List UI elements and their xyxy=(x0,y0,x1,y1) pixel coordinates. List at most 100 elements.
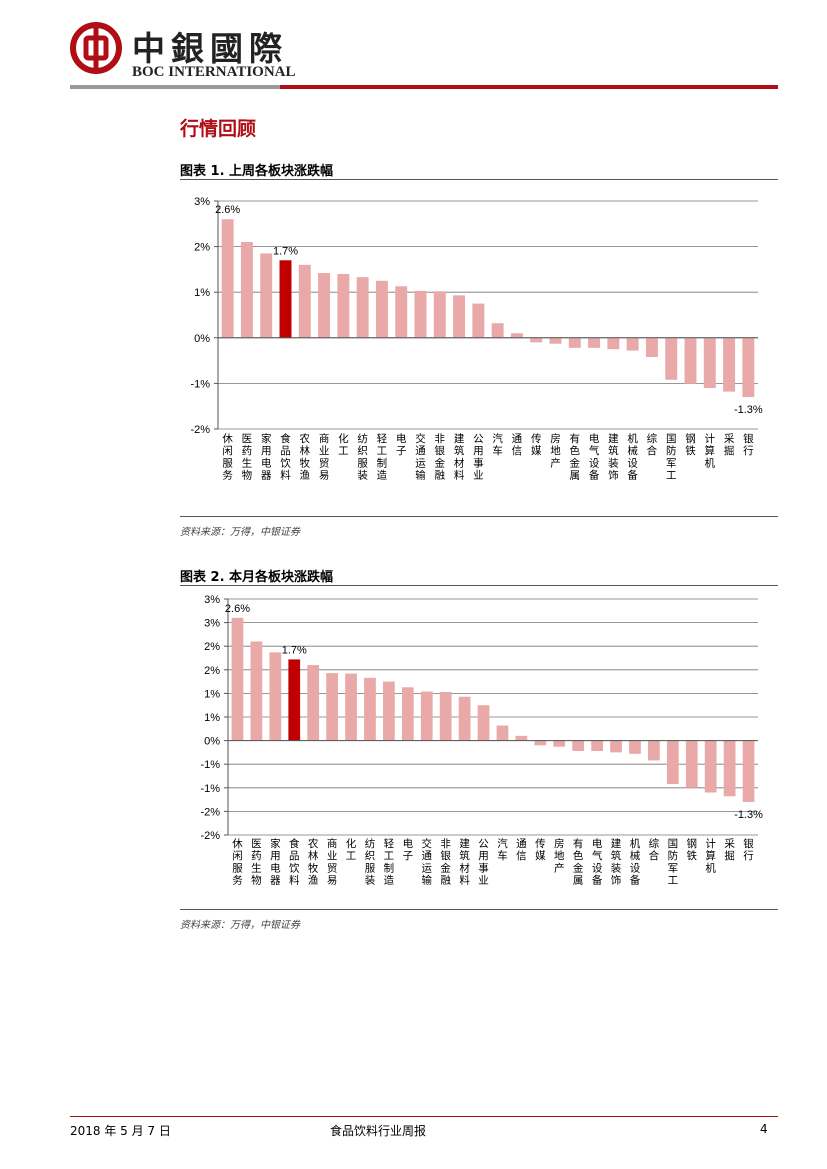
bar-10 xyxy=(420,691,433,741)
bar-10 xyxy=(414,290,427,338)
bar-0 xyxy=(221,219,234,338)
y-tick-label: 1% xyxy=(204,688,220,700)
section-title: 行情回顾 xyxy=(180,118,257,140)
bar-19 xyxy=(591,740,603,751)
y-tick-label: 2% xyxy=(194,242,210,254)
x-tick-label: 通信 xyxy=(512,433,523,457)
x-tick-label: 家用电器 xyxy=(270,837,281,887)
x-tick-label: 电气设备 xyxy=(592,837,603,887)
figure-1-title: 图表 1. 上周各板块涨跌幅 xyxy=(180,164,334,179)
bar-22 xyxy=(648,740,660,761)
bar-2 xyxy=(260,253,273,338)
figure-2-chart: 3% 3% 2% 2% 1% 1% 0% -1% -1% -2% -2% 休闲服务医药生物家用电器食品… xyxy=(200,594,763,887)
x-tick-label: 轻工制造 xyxy=(377,432,388,482)
x-tick-label: 电子 xyxy=(403,837,414,862)
figure-1-rule xyxy=(180,179,778,180)
x-tick-label: 轻工制造 xyxy=(384,837,395,887)
y-tick-label: -1% xyxy=(190,378,210,390)
x-tick-label: 采掘 xyxy=(724,838,735,862)
y-tick-label: 2% xyxy=(204,665,220,677)
bar-7 xyxy=(356,277,369,338)
x-tick-label: 国防军工 xyxy=(668,838,679,887)
logo-text-chinese: 中銀國際 xyxy=(132,29,288,68)
x-tick-label: 建筑装饰 xyxy=(608,432,619,482)
bar-15 xyxy=(510,333,523,338)
x-tick-label: 汽车 xyxy=(492,432,503,457)
footer-date: 2018 年 5 月 7 日 xyxy=(70,1124,171,1138)
bar-5 xyxy=(318,273,331,338)
bar-25 xyxy=(704,740,717,793)
x-tick-label: 商业贸易 xyxy=(327,837,338,887)
bar-3 xyxy=(288,659,301,741)
x-tick-label: 通信 xyxy=(516,838,527,862)
figure-2-bottom-rule xyxy=(180,909,778,910)
x-tick-label: 纺织服装 xyxy=(365,837,376,887)
x-tick-label: 综合 xyxy=(647,432,658,457)
y-tick-label: -2% xyxy=(200,806,220,818)
y-tick-label: -1% xyxy=(200,759,220,771)
bar-9 xyxy=(395,286,408,338)
bar-25 xyxy=(703,337,716,388)
x-tick-label: 农林牧渔 xyxy=(308,837,319,887)
bar-27 xyxy=(742,337,755,398)
bar-24 xyxy=(685,740,698,788)
bar-18 xyxy=(572,740,585,751)
x-tick-label: 建筑材料 xyxy=(454,432,465,482)
x-tick-label: 交通运输 xyxy=(415,432,426,482)
x-tick-label: 传媒 xyxy=(535,838,546,862)
x-tick-label: 房地产 xyxy=(550,432,561,469)
logo-text-english: BOC INTERNATIONAL xyxy=(132,64,296,80)
x-tick-label: 银行 xyxy=(743,837,754,862)
x-tick-label: 传媒 xyxy=(531,433,542,457)
x-tick-label: 休闲服务 xyxy=(232,838,243,887)
x-tick-label: 建筑装饰 xyxy=(611,837,622,887)
y-tick-label: -2% xyxy=(200,830,220,842)
data-label: -1.3% xyxy=(734,809,763,821)
bar-8 xyxy=(383,681,395,741)
data-label: -1.3% xyxy=(734,404,763,416)
x-tick-label: 综合 xyxy=(649,837,660,862)
x-tick-label: 农林牧渔 xyxy=(300,432,311,482)
bar-26 xyxy=(723,740,736,797)
figure-2-rule xyxy=(180,585,778,586)
x-tick-label: 国防军工 xyxy=(666,433,677,482)
figure-2-title: 图表 2. 本月各板块涨跌幅 xyxy=(180,570,334,585)
x-tick-label: 交通运输 xyxy=(422,837,433,887)
bar-13 xyxy=(472,303,485,338)
bar-19 xyxy=(588,337,601,348)
bar-14 xyxy=(496,725,509,741)
bar-1 xyxy=(240,242,253,338)
bar-22 xyxy=(645,337,658,357)
bar-15 xyxy=(515,735,528,741)
bar-9 xyxy=(401,687,414,741)
x-tick-label: 休闲服务 xyxy=(222,433,233,482)
bar-24 xyxy=(684,337,697,384)
x-tick-label: 公用事业 xyxy=(473,433,484,482)
x-tick-label: 电子 xyxy=(396,432,407,457)
bar-12 xyxy=(458,696,471,741)
data-label: 1.7% xyxy=(282,644,307,656)
x-tick-label: 化工 xyxy=(338,432,349,457)
figure-1-source: 资料来源：万得，中银证券 xyxy=(180,527,300,538)
figure-1-bottom-rule xyxy=(180,516,778,517)
y-tick-label: 1% xyxy=(194,287,210,299)
x-tick-label: 公用事业 xyxy=(478,838,489,887)
y-tick-label: 1% xyxy=(204,712,220,724)
x-tick-label: 有色金属 xyxy=(570,432,581,482)
x-tick-label: 纺织服装 xyxy=(357,432,368,482)
x-tick-label: 汽车 xyxy=(497,837,508,862)
y-tick-label: 3% xyxy=(204,618,220,630)
bar-21 xyxy=(629,740,641,754)
bar-13 xyxy=(477,705,490,741)
x-tick-label: 非银金融 xyxy=(440,838,451,887)
bar-5 xyxy=(326,673,338,741)
x-tick-label: 机械设备 xyxy=(627,432,638,482)
bar-4 xyxy=(298,264,311,338)
x-tick-label: 商业贸易 xyxy=(319,432,330,482)
x-tick-label: 钢铁 xyxy=(685,432,696,457)
bar-4 xyxy=(307,665,320,741)
bar-18 xyxy=(568,337,581,348)
bar-11 xyxy=(439,691,452,741)
bar-16 xyxy=(530,337,543,343)
footer-rule xyxy=(70,1116,778,1117)
